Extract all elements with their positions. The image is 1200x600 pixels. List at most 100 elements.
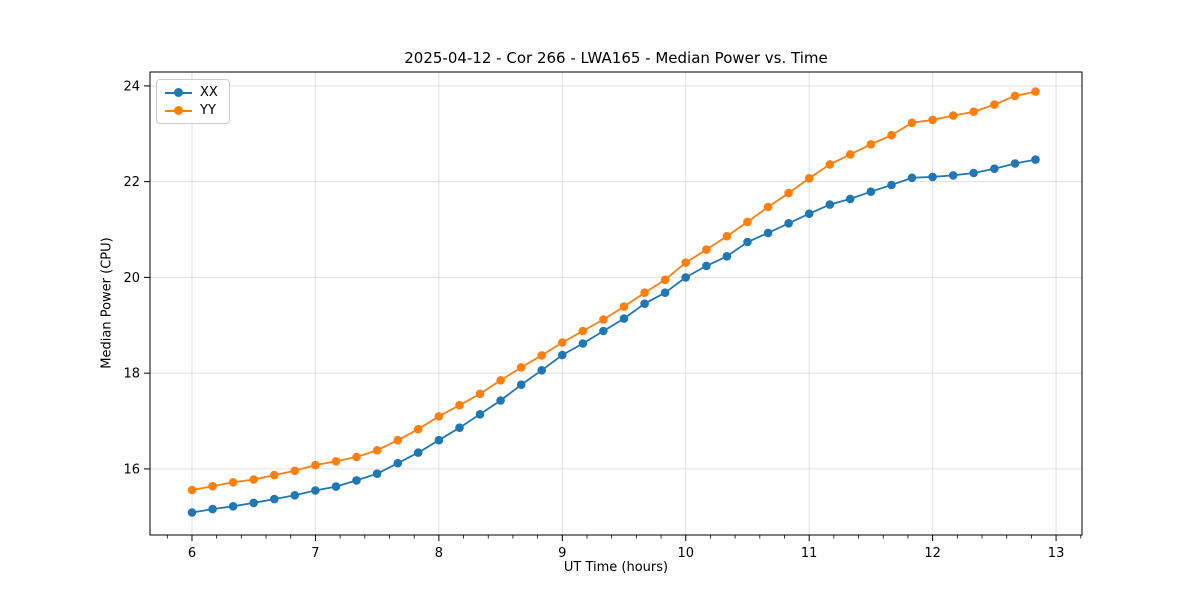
series-xx-marker bbox=[763, 228, 773, 238]
x-tick-label: 13 bbox=[1048, 546, 1065, 561]
series-yy-marker bbox=[660, 275, 670, 285]
series-xx-marker bbox=[969, 168, 978, 178]
x-tick-label: 9 bbox=[558, 546, 566, 561]
series-yy-marker bbox=[578, 326, 588, 336]
y-tick-label: 22 bbox=[123, 175, 140, 190]
series-yy-marker bbox=[372, 446, 382, 455]
series-xx-marker bbox=[249, 498, 258, 508]
series-yy-marker bbox=[599, 315, 608, 324]
series-xx-marker bbox=[516, 380, 526, 390]
series-yy-marker bbox=[907, 118, 917, 128]
y-axis-label: Median Power (CPU) bbox=[99, 237, 115, 369]
series-xx-marker bbox=[311, 486, 320, 495]
series-yy-marker bbox=[804, 174, 814, 183]
chart-title: 2025-04-12 - Cor 266 - LWA165 - Median P… bbox=[404, 49, 828, 67]
series-yy-marker bbox=[681, 258, 690, 267]
legend-line-marker-xx-icon bbox=[165, 88, 192, 97]
series-xx-marker bbox=[887, 180, 896, 190]
legend-label-yy: YY bbox=[200, 103, 216, 118]
series-yy-marker bbox=[413, 424, 423, 434]
series-yy-marker bbox=[455, 400, 464, 410]
legend-line-marker-yy-icon bbox=[165, 106, 192, 115]
series-xx-marker bbox=[702, 261, 711, 271]
series-yy-marker bbox=[516, 363, 526, 372]
series-xx-marker bbox=[948, 171, 958, 180]
series-xx-marker bbox=[1010, 159, 1020, 168]
series-xx-marker bbox=[990, 164, 999, 173]
series-xx-marker bbox=[352, 476, 361, 485]
series-xx-marker bbox=[270, 494, 279, 504]
series-xx-marker bbox=[784, 219, 793, 228]
series-yy-marker bbox=[558, 338, 567, 347]
series-yy-marker bbox=[393, 435, 403, 445]
legend-item-yy: YY bbox=[165, 104, 218, 117]
series-yy-marker bbox=[948, 111, 958, 120]
series-yy-marker bbox=[311, 460, 320, 470]
series-yy-marker bbox=[475, 389, 485, 399]
x-tick-label: 10 bbox=[677, 546, 694, 561]
series-yy-marker bbox=[866, 140, 876, 149]
series-yy-marker bbox=[537, 351, 546, 360]
series-xx-marker bbox=[496, 396, 505, 405]
series-xx-marker bbox=[1031, 155, 1040, 164]
series-yy-marker bbox=[887, 130, 896, 140]
series-xx-marker bbox=[681, 273, 690, 282]
series-yy-marker bbox=[990, 100, 999, 109]
legend-label-xx: XX bbox=[200, 85, 218, 100]
series-yy-marker bbox=[702, 245, 711, 254]
legend: XX YY bbox=[156, 79, 230, 124]
series-xx-marker bbox=[804, 209, 814, 218]
y-tick-label: 24 bbox=[123, 79, 140, 94]
x-tick-label: 11 bbox=[801, 546, 818, 561]
series-yy-marker bbox=[763, 202, 773, 212]
series-xx-marker bbox=[640, 299, 649, 309]
x-tick-label: 8 bbox=[435, 546, 443, 561]
series-xx-marker bbox=[558, 350, 567, 360]
axes-spines bbox=[149, 71, 1083, 536]
series-xx-marker bbox=[455, 423, 464, 433]
series-xx-marker bbox=[393, 458, 403, 468]
series-xx-marker bbox=[578, 339, 588, 348]
series-yy-marker bbox=[928, 115, 937, 125]
legend-item-xx: XX bbox=[165, 86, 218, 99]
x-tick-label: 12 bbox=[924, 546, 941, 561]
series-xx-marker bbox=[599, 326, 608, 336]
series-xx-marker bbox=[660, 288, 670, 298]
series-xx-marker bbox=[290, 491, 300, 500]
series-yy-marker bbox=[434, 412, 444, 421]
series-yy-marker bbox=[825, 160, 835, 169]
series-yy-marker bbox=[1010, 91, 1020, 101]
series-xx-marker bbox=[722, 251, 732, 261]
series-xx-marker bbox=[928, 172, 937, 182]
series-yy-marker bbox=[270, 470, 279, 480]
x-tick-label: 6 bbox=[188, 546, 196, 561]
y-tick-label: 18 bbox=[123, 367, 140, 382]
series-yy-marker bbox=[722, 231, 732, 241]
series-xx-line bbox=[191, 158, 1036, 514]
series-xx-marker bbox=[907, 173, 917, 183]
series-xx-marker bbox=[743, 237, 752, 247]
series-yy-marker bbox=[846, 150, 855, 159]
series-yy-marker bbox=[352, 452, 361, 462]
x-axis-label: UT Time (hours) bbox=[563, 560, 669, 575]
series-xx-marker bbox=[372, 469, 382, 479]
series-yy-marker bbox=[249, 475, 258, 484]
y-tick-label: 20 bbox=[123, 271, 140, 286]
series-xx-marker bbox=[331, 482, 341, 491]
series-yy-line bbox=[191, 90, 1036, 491]
series-xx-marker bbox=[413, 448, 423, 457]
series-yy-marker bbox=[331, 457, 341, 466]
series-xx-marker bbox=[475, 410, 485, 419]
series-yy-marker bbox=[208, 481, 217, 491]
series-xx-marker bbox=[537, 366, 546, 375]
series-xx-marker bbox=[866, 187, 876, 196]
series-xx-marker bbox=[434, 435, 444, 445]
series-xx-marker bbox=[825, 200, 835, 209]
series-yy-marker bbox=[784, 188, 793, 198]
series-yy-marker bbox=[187, 485, 197, 495]
series-yy-marker bbox=[743, 217, 752, 227]
series-yy-marker bbox=[496, 376, 505, 385]
series-xx-marker bbox=[228, 502, 238, 511]
series-xx-marker bbox=[846, 194, 855, 204]
